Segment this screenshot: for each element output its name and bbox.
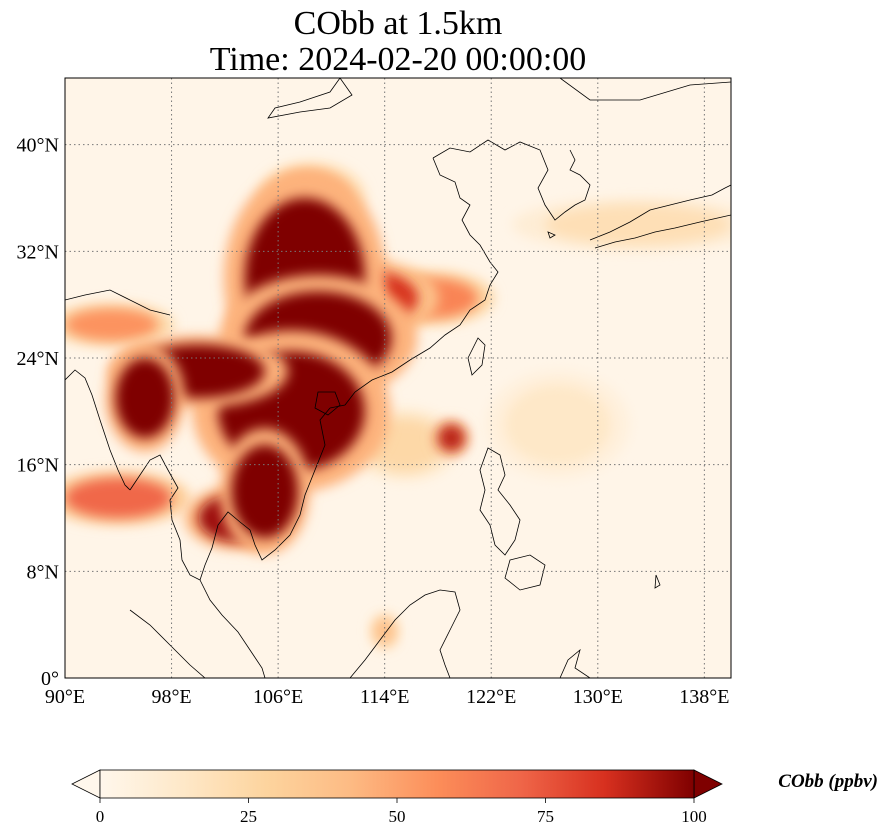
colorbar-bar: [99, 769, 695, 799]
colorbar-ticks: 0 25 50 75 100: [96, 798, 707, 826]
longitude-label: 98°E: [151, 686, 191, 708]
colorbar-tick-label: 75: [537, 807, 554, 826]
longitude-label: 122°E: [466, 686, 516, 708]
plume-core: [374, 618, 396, 645]
latitude-label: 8°N: [27, 561, 59, 583]
colorbar-max-extend: [693, 769, 723, 799]
latitude-label: 0°: [41, 668, 59, 690]
latitude-label: 24°N: [17, 348, 59, 370]
plume-core: [504, 384, 612, 465]
longitude-label: 114°E: [360, 686, 409, 708]
latitude-label: 40°N: [17, 135, 59, 157]
colorbar: 0 25 50 75 100 CObb (ppbv): [71, 769, 878, 826]
plume-core: [437, 424, 465, 452]
latitude-label: 16°N: [17, 455, 59, 477]
colorbar-tick-label: 100: [681, 807, 707, 826]
colorbar-tick-label: 0: [96, 807, 105, 826]
latitude-labels: 0° 8°N 16°N 24°N 32°N 40°N: [17, 135, 59, 690]
map-title-line1: CObb at 1.5km: [293, 5, 503, 42]
plume-core: [544, 204, 731, 245]
concentration-field: [65, 162, 731, 650]
longitude-label: 130°E: [573, 686, 623, 708]
longitude-label: 138°E: [679, 686, 729, 708]
plume-core: [115, 358, 175, 438]
colorbar-min-extend: [71, 769, 101, 799]
gridlines: [65, 78, 731, 678]
coastlines: [65, 78, 731, 678]
latitude-label: 32°N: [17, 241, 59, 263]
longitude-label: 106°E: [253, 686, 303, 708]
longitude-labels: 90°E 98°E 106°E 114°E 122°E 130°E 138°E: [45, 686, 730, 708]
map-title-line2: Time: 2024-02-20 00:00:00: [209, 41, 587, 78]
colorbar-label: CObb (ppbv): [778, 771, 878, 792]
plume-core: [231, 444, 299, 538]
map-frame: [64, 77, 732, 679]
plume-core: [65, 478, 172, 518]
colorbar-tick-label: 25: [240, 807, 257, 826]
colorbar-tick-label: 50: [389, 807, 406, 826]
longitude-label: 90°E: [45, 686, 85, 708]
plume-core: [65, 308, 159, 341]
